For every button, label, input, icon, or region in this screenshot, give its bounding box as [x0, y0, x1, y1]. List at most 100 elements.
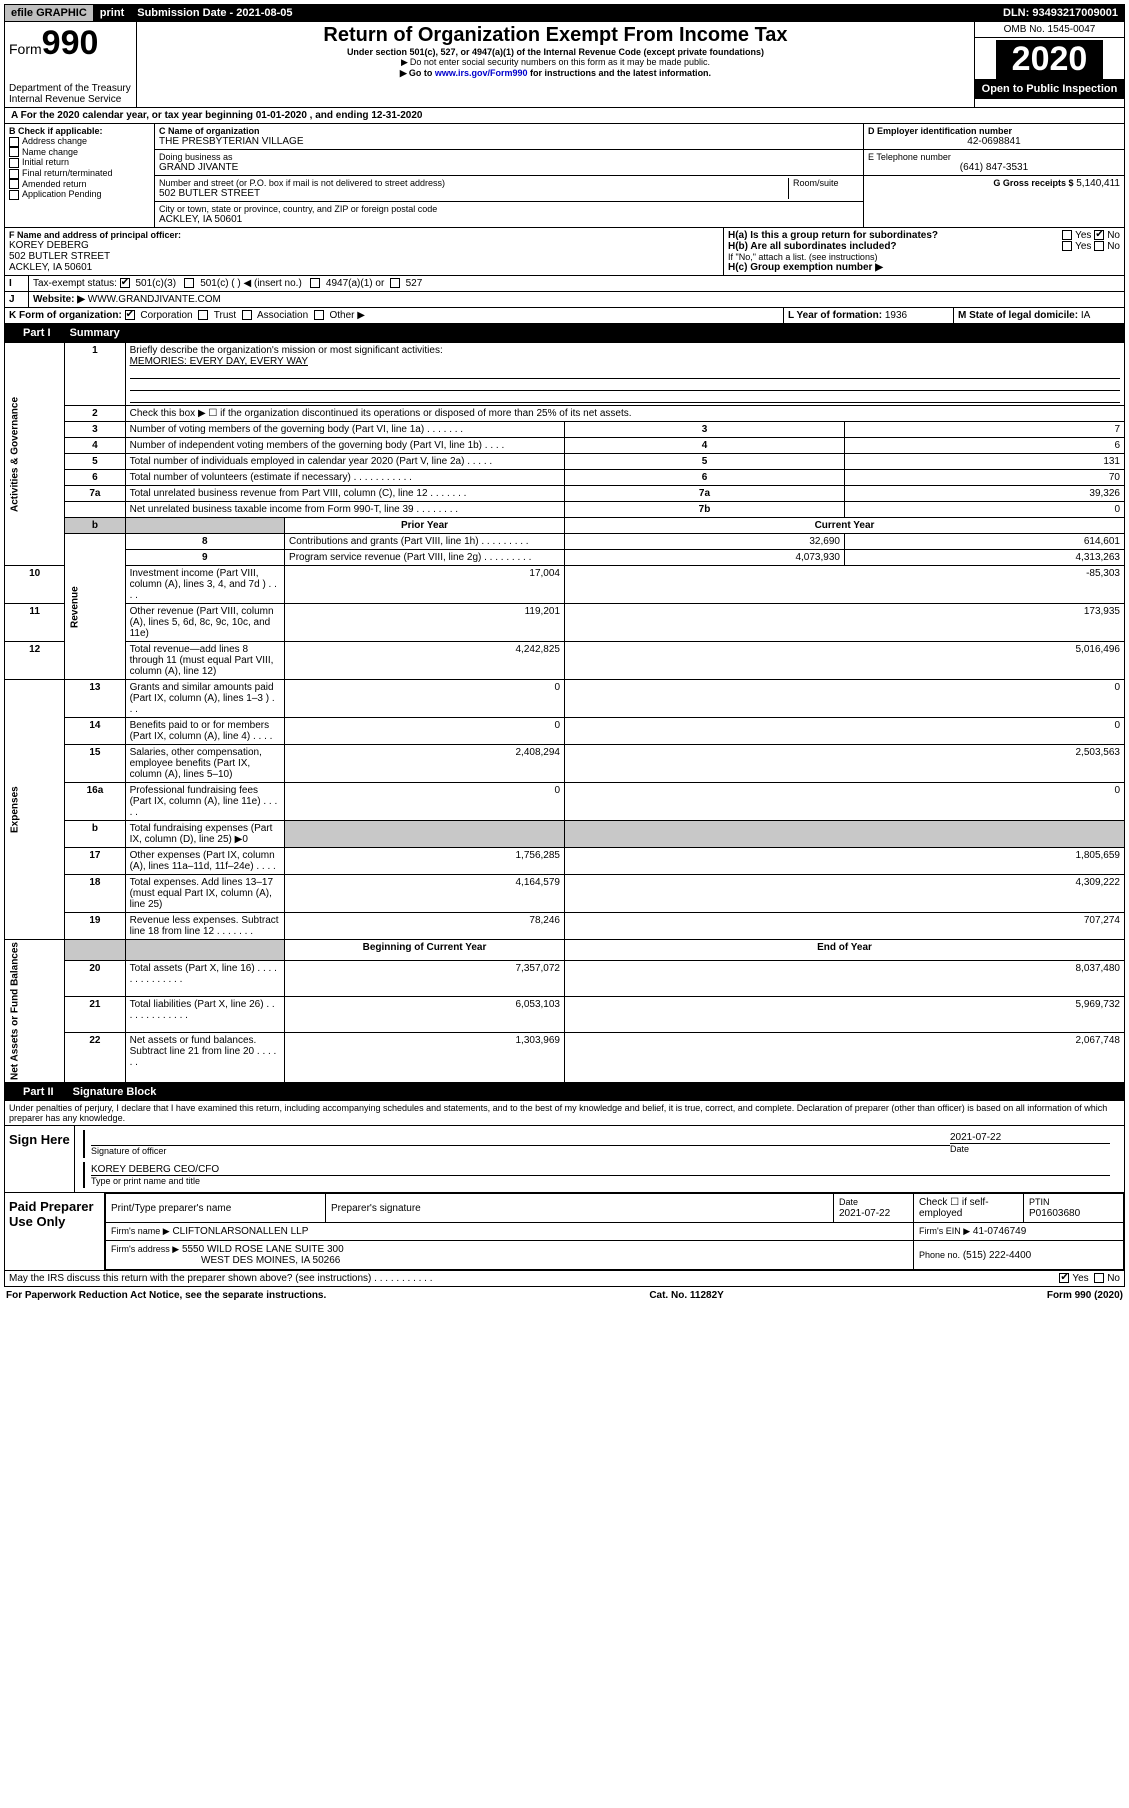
- preparer-block: Paid Preparer Use Only Print/Type prepar…: [4, 1193, 1125, 1271]
- firm-ein: 41-0746749: [973, 1226, 1026, 1237]
- chk-527[interactable]: [390, 278, 400, 288]
- block-b: B Check if applicable: Address change Na…: [5, 124, 155, 227]
- chk-address-change[interactable]: Address change: [9, 136, 150, 147]
- ha-no[interactable]: [1094, 230, 1104, 240]
- ha-yes[interactable]: [1062, 230, 1072, 240]
- form-number: Form990: [9, 24, 132, 63]
- street-value: 502 BUTLER STREET: [159, 188, 784, 199]
- part1-header: Part I Summary: [4, 324, 1125, 342]
- chk-name-change[interactable]: Name change: [9, 147, 150, 158]
- m-label: M State of legal domicile:: [958, 310, 1078, 321]
- row-7a: 7aTotal unrelated business revenue from …: [5, 486, 1125, 502]
- chk-final-return[interactable]: Final return/terminated: [9, 168, 150, 179]
- org-info-block: B Check if applicable: Address change Na…: [4, 124, 1125, 228]
- ptin-value: P01603680: [1029, 1208, 1080, 1219]
- city-label: City or town, state or province, country…: [159, 204, 859, 214]
- gross-label: G Gross receipts $: [993, 178, 1073, 188]
- prep-self-emp[interactable]: Check ☐ if self-employed: [914, 1194, 1024, 1223]
- website-label: Website: ▶: [33, 294, 85, 305]
- chk-trust[interactable]: [198, 310, 208, 320]
- row-6: 6Total number of volunteers (estimate if…: [5, 470, 1125, 486]
- efile-button[interactable]: efile GRAPHIC: [5, 5, 94, 21]
- tax-year: 2020: [996, 40, 1104, 79]
- org-name-label: C Name of organization: [159, 126, 859, 136]
- footer-right: Form 990 (2020): [1047, 1290, 1123, 1301]
- firm-name: CLIFTONLARSONALLEN LLP: [172, 1226, 308, 1237]
- chk-4947[interactable]: [310, 278, 320, 288]
- chk-assoc[interactable]: [242, 310, 252, 320]
- discuss-row: May the IRS discuss this return with the…: [4, 1271, 1125, 1287]
- hb-no[interactable]: [1094, 241, 1104, 251]
- row-4: 4Number of independent voting members of…: [5, 438, 1125, 454]
- dba-label: Doing business as: [159, 152, 859, 162]
- side-ag: Activities & Governance: [5, 343, 65, 566]
- chk-amended[interactable]: Amended return: [9, 179, 150, 190]
- website-value: WWW.GRANDJIVANTE.COM: [88, 294, 221, 305]
- firm-phone: (515) 222-4400: [963, 1250, 1031, 1261]
- side-net: Net Assets or Fund Balances: [5, 940, 65, 1083]
- sig-officer-label: Signature of officer: [91, 1146, 950, 1156]
- discuss-no[interactable]: [1094, 1273, 1104, 1283]
- print-button[interactable]: print: [94, 5, 131, 21]
- declaration-text: Under penalties of perjury, I declare th…: [4, 1101, 1125, 1126]
- sign-block: Sign Here Signature of officer 2021-07-2…: [4, 1126, 1125, 1193]
- footer: For Paperwork Reduction Act Notice, see …: [4, 1287, 1125, 1304]
- right-info-col: D Employer identification number 42-0698…: [864, 124, 1124, 227]
- period-line: A For the 2020 calendar year, or tax yea…: [4, 108, 1125, 124]
- phone-label: E Telephone number: [868, 152, 1120, 162]
- officer-print-label: Type or print name and title: [91, 1176, 1110, 1186]
- l1-value: MEMORIES: EVERY DAY, EVERY WAY: [130, 356, 308, 367]
- row-7b: Net unrelated business taxable income fr…: [5, 502, 1125, 518]
- m-value: IA: [1081, 310, 1090, 321]
- row-col-hdr: bPrior YearCurrent Year: [5, 518, 1125, 534]
- officer-print-name: KOREY DEBERG CEO/CFO: [91, 1164, 1110, 1176]
- chk-corp[interactable]: [125, 310, 135, 320]
- tax-status-label: Tax-exempt status:: [33, 278, 117, 289]
- dln-label: DLN: 93493217009001: [997, 5, 1124, 21]
- tax-status-row: I Tax-exempt status: 501(c)(3) 501(c) ( …: [4, 276, 1125, 292]
- form-title: Return of Organization Exempt From Incom…: [143, 24, 968, 47]
- subtitle-2: Do not enter social security numbers on …: [143, 57, 968, 68]
- chk-app-pending[interactable]: Application Pending: [9, 189, 150, 200]
- officer-label: F Name and address of principal officer:: [9, 230, 719, 240]
- website-row: J Website: ▶ WWW.GRANDJIVANTE.COM: [4, 292, 1125, 308]
- gross-value: 5,140,411: [1076, 178, 1120, 189]
- org-form-row: K Form of organization: Corporation Trus…: [4, 308, 1125, 324]
- side-exp: Expenses: [5, 680, 65, 940]
- form990-link[interactable]: www.irs.gov/Form990: [435, 68, 528, 78]
- l-label: L Year of formation:: [788, 310, 882, 321]
- dba-value: GRAND JIVANTE: [159, 162, 859, 173]
- ein-value: 42-0698841: [868, 136, 1120, 147]
- block-b-header: B Check if applicable:: [9, 126, 150, 136]
- footer-mid: Cat. No. 11282Y: [649, 1290, 723, 1301]
- officer-addr1: 502 BUTLER STREET: [9, 251, 719, 262]
- paid-prep-label: Paid Preparer Use Only: [5, 1193, 105, 1270]
- chk-501c[interactable]: [184, 278, 194, 288]
- phone-value: (641) 847-3531: [868, 162, 1120, 173]
- chk-501c3[interactable]: [120, 278, 130, 288]
- l2-text: Check this box ▶ ☐ if the organization d…: [125, 406, 1124, 422]
- h-b-note: If "No," attach a list. (see instruction…: [728, 252, 1120, 262]
- subtitle-1: Under section 501(c), 527, or 4947(a)(1)…: [143, 47, 968, 57]
- h-b: H(b) Are all subordinates included? Yes …: [728, 241, 1120, 252]
- prep-sig-hdr: Preparer's signature: [326, 1194, 834, 1223]
- street-label: Number and street (or P.O. box if mail i…: [159, 178, 784, 188]
- l1-label: Briefly describe the organization's miss…: [130, 345, 443, 356]
- discuss-yes[interactable]: [1059, 1273, 1069, 1283]
- prep-name-hdr: Print/Type preparer's name: [106, 1194, 326, 1223]
- part2-header: Part II Signature Block: [4, 1083, 1125, 1101]
- sig-date-label: Date: [950, 1144, 1110, 1154]
- side-rev: Revenue: [65, 534, 125, 680]
- firm-addr1: 5550 WILD ROSE LANE SUITE 300: [182, 1244, 344, 1255]
- sig-date: 2021-07-22: [950, 1132, 1110, 1143]
- chk-other[interactable]: [314, 310, 324, 320]
- hb-yes[interactable]: [1062, 241, 1072, 251]
- summary-table: Activities & Governance 1 Briefly descri…: [4, 342, 1125, 1083]
- h-c: H(c) Group exemption number ▶: [728, 262, 1120, 273]
- irs-label: Internal Revenue Service: [9, 94, 132, 105]
- h-a: H(a) Is this a group return for subordin…: [728, 230, 1120, 241]
- chk-initial-return[interactable]: Initial return: [9, 157, 150, 168]
- row-5: 5Total number of individuals employed in…: [5, 454, 1125, 470]
- officer-addr2: ACKLEY, IA 50601: [9, 262, 719, 273]
- officer-name: KOREY DEBERG: [9, 240, 719, 251]
